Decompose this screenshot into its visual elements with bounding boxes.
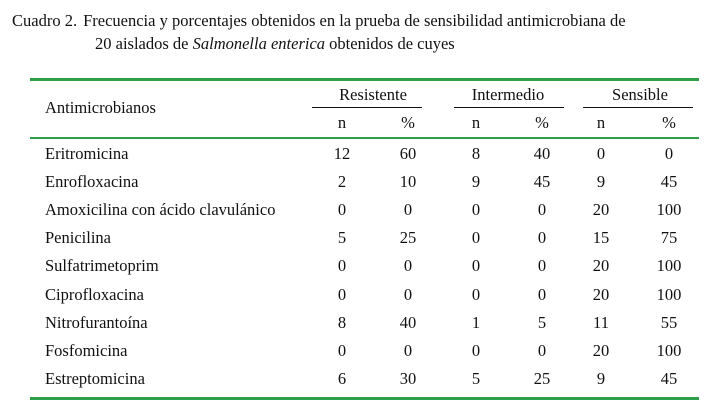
cell-sensible-pct: 45 — [660, 172, 678, 191]
cell-intermedio-pct: 0 — [537, 228, 547, 247]
cell-sensible-pct: 100 — [656, 285, 682, 304]
cell-sensible-pct: 55 — [660, 313, 678, 332]
table-bottom-rule — [30, 397, 699, 400]
cell-sensible-n: 20 — [592, 256, 610, 275]
cell-resistente-n: 0 — [337, 200, 347, 219]
subheader-resistente-pct: % — [401, 113, 415, 132]
cell-resistente-n: 8 — [337, 313, 347, 332]
cell-sensible-n: 20 — [592, 341, 610, 360]
column-header-antimicrobianos: Antimicrobianos — [45, 98, 156, 117]
antimicrobial-name: Fosfomicina — [45, 341, 128, 360]
cell-resistente-pct: 25 — [399, 228, 417, 247]
group-header-sensible: Sensible — [612, 85, 668, 104]
cell-resistente-pct: 10 — [399, 172, 417, 191]
caption-text-line-1: Frecuencia y porcentajes obtenidos en la… — [83, 11, 626, 30]
group-underline-sensible — [583, 107, 693, 108]
cell-resistente-pct: 30 — [399, 369, 417, 388]
cell-intermedio-n: 8 — [471, 144, 481, 163]
cell-resistente-n: 0 — [337, 341, 347, 360]
group-underline-resistente — [312, 107, 422, 108]
caption-text-post: obtenidos de cuyes — [325, 34, 455, 53]
antimicrobial-name: Penicilina — [45, 228, 111, 247]
cell-sensible-pct: 100 — [656, 341, 682, 360]
cell-intermedio-pct: 0 — [537, 200, 547, 219]
antimicrobial-name: Enrofloxacina — [45, 172, 139, 191]
caption-label: Cuadro 2. — [12, 11, 78, 30]
table-caption: Cuadro 2. Frecuencia y porcentajes obteni… — [12, 9, 712, 55]
subheader-resistente-n: n — [337, 113, 347, 132]
cell-resistente-n: 0 — [337, 256, 347, 275]
caption-species-name: Salmonella enterica — [192, 34, 326, 53]
cell-intermedio-n: 0 — [471, 200, 481, 219]
subheader-sensible-n: n — [596, 113, 606, 132]
caption-line-1: Cuadro 2. Frecuencia y porcentajes obteni… — [12, 9, 712, 32]
cell-sensible-n: 20 — [592, 200, 610, 219]
cell-resistente-pct: 0 — [403, 200, 413, 219]
table-header-rule — [30, 137, 699, 139]
cell-sensible-n: 0 — [596, 144, 606, 163]
cell-intermedio-pct: 40 — [533, 144, 551, 163]
cell-intermedio-pct: 0 — [537, 285, 547, 304]
cell-intermedio-pct: 5 — [537, 313, 547, 332]
cell-sensible-n: 11 — [593, 313, 609, 332]
cell-intermedio-n: 0 — [471, 228, 481, 247]
cell-resistente-n: 6 — [337, 369, 347, 388]
caption-line-2: 20 aislados de Salmonella enterica obten… — [12, 32, 712, 55]
cell-resistente-n: 2 — [337, 172, 347, 191]
cell-resistente-pct: 0 — [403, 341, 413, 360]
group-underline-intermedio — [454, 107, 564, 108]
cell-sensible-n: 9 — [596, 172, 606, 191]
antimicrobial-name: Eritromicina — [45, 144, 129, 163]
cell-sensible-n: 9 — [596, 369, 606, 388]
group-header-intermedio: Intermedio — [471, 85, 545, 104]
antimicrobial-name: Ciprofloxacina — [45, 285, 144, 304]
antimicrobial-name: Estreptomicina — [45, 369, 145, 388]
cell-intermedio-n: 1 — [471, 313, 481, 332]
cell-sensible-n: 20 — [592, 285, 610, 304]
cell-sensible-n: 15 — [592, 228, 610, 247]
cell-resistente-pct: 40 — [399, 313, 417, 332]
table-top-rule — [30, 78, 699, 81]
antimicrobial-name: Nitrofurantoína — [45, 313, 148, 332]
cell-intermedio-pct: 0 — [537, 341, 547, 360]
cell-sensible-pct: 75 — [660, 228, 678, 247]
cell-resistente-n: 0 — [337, 285, 347, 304]
cell-resistente-pct: 0 — [403, 285, 413, 304]
cell-resistente-n: 12 — [333, 144, 351, 163]
cell-sensible-pct: 100 — [656, 256, 682, 275]
subheader-intermedio-pct: % — [535, 113, 549, 132]
cell-resistente-n: 5 — [337, 228, 347, 247]
cell-resistente-pct: 60 — [399, 144, 417, 163]
cell-intermedio-n: 0 — [471, 285, 481, 304]
cell-sensible-pct: 45 — [660, 369, 678, 388]
cell-intermedio-pct: 0 — [537, 256, 547, 275]
caption-text-pre: 20 aislados de — [95, 34, 193, 53]
cell-intermedio-pct: 25 — [533, 369, 551, 388]
cell-intermedio-pct: 45 — [533, 172, 551, 191]
cell-intermedio-n: 0 — [471, 256, 481, 275]
group-header-resistente: Resistente — [339, 85, 407, 104]
antimicrobial-name: Sulfatrimetoprim — [45, 256, 159, 275]
cell-sensible-pct: 100 — [656, 200, 682, 219]
subheader-sensible-pct: % — [662, 113, 676, 132]
cell-intermedio-n: 9 — [471, 172, 481, 191]
subheader-intermedio-n: n — [471, 113, 481, 132]
cell-intermedio-n: 0 — [471, 341, 481, 360]
cell-resistente-pct: 0 — [403, 256, 413, 275]
cell-intermedio-n: 5 — [471, 369, 481, 388]
cell-sensible-pct: 0 — [664, 144, 674, 163]
antimicrobial-name: Amoxicilina con ácido clavulánico — [45, 200, 276, 219]
